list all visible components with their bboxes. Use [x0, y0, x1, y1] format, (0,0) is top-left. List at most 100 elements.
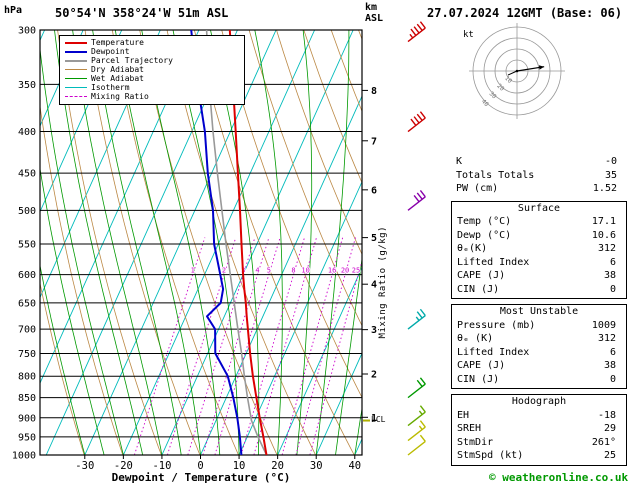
mixing-ratio-label: 5 [267, 267, 271, 275]
panel-row-label: SREH [457, 423, 482, 434]
panel-row-value: 1009 [591, 319, 616, 331]
legend-item: Temperature [62, 38, 240, 47]
panel-row-label: CIN (J) [457, 373, 500, 385]
panel-row: Lifted Index 6 [452, 256, 626, 270]
legend-swatch [65, 59, 87, 62]
wind-barb [407, 190, 426, 211]
lcl-label: LCL [371, 415, 386, 424]
panel-row-label: StmDir [457, 436, 494, 448]
panel-row: EH -18 [452, 409, 626, 423]
legend-label: Mixing Ratio [91, 92, 149, 101]
wind-barb [407, 21, 426, 43]
panel-row-value: 0 [609, 283, 616, 295]
mixing-ratio-labels: 1 2 3 4 5 8 10 16 20 25 [190, 266, 362, 276]
legend-swatch [65, 96, 87, 97]
mixing-ratio-label: 25 [352, 267, 360, 275]
panel-row-label: Lifted Index [457, 346, 530, 358]
panel-row-value: 25 [603, 450, 616, 461]
wind-barb [407, 434, 426, 456]
pressure-tick-label: 450 [18, 169, 36, 180]
pressure-tick-label: 550 [18, 239, 36, 250]
pressure-tick-label: 350 [18, 80, 36, 91]
temp-tick-label: 20 [271, 460, 284, 472]
legend-item: Wet Adiabat [62, 74, 240, 83]
mixing-ratio-label: 1 [191, 267, 195, 275]
temp-tick-label: -10 [152, 460, 171, 472]
legend-item: Mixing Ratio [62, 92, 240, 101]
panel-row: CIN (J) 0 [452, 373, 626, 387]
panel-row: Temp (°C) 17.1 [452, 215, 626, 229]
pressure-tick-label: 900 [18, 413, 36, 424]
panel-row: Lifted Index 6 [452, 346, 626, 360]
km-tick-label: 6 [371, 185, 377, 196]
pressure-tick-label: 850 [18, 393, 36, 404]
km-tick-label: 8 [371, 86, 377, 97]
wind-barb [407, 405, 426, 427]
legend-item: Isotherm [62, 83, 240, 92]
panel-row-label: θₑ(K) [457, 243, 488, 254]
panel-row-label: Temp (°C) [457, 216, 512, 227]
pressure-tick-label: 600 [18, 270, 36, 281]
panel-row-label: EH [457, 409, 470, 421]
station-title: 50°54'N 358°24'W 51m ASL [55, 6, 229, 20]
mixing-ratio-label: 8 [291, 267, 295, 275]
temperature-curve [228, 30, 268, 455]
datetime-label: 27.07.2024 12GMT (Base: 06) [427, 6, 623, 20]
panel-row-value: 38 [603, 360, 616, 371]
panel-row-value: 312 [597, 333, 616, 344]
hodograph-trace [507, 70, 518, 76]
mixing-ratio-label: 10 [301, 267, 309, 275]
pressure-tick-label: 300 [18, 26, 36, 37]
panel-row: CAPE (J) 38 [452, 359, 626, 373]
panel-row-value: 29 [603, 423, 616, 434]
wind-barb [407, 377, 426, 399]
panel-section-surface: Surface Temp (°C) 17.1 Dewp (°C) 10.6 θₑ(K) 31… [451, 200, 627, 299]
pressure-tick-label: 950 [18, 432, 36, 443]
panel-row-value: 0 [609, 373, 616, 385]
panel-section-title: Hodograph [511, 396, 567, 407]
panel-section-hodograph: Hodograph EH -18 SREH 29 StmDir 261° StmSpd (kt… [451, 394, 627, 466]
temp-tick-label: 40 [348, 460, 361, 472]
panel-row-value: 6 [609, 256, 616, 268]
legend-item: Dewpoint [62, 47, 240, 56]
altitude-axis-unit: km ASL [365, 2, 383, 24]
legend-item: Dry Adiabat [62, 65, 240, 74]
wind-barbs [407, 21, 426, 456]
legend-swatch [65, 69, 87, 70]
mixing-ratio-label: 16 [328, 267, 336, 275]
hodograph-ring-label: 20 [495, 83, 505, 93]
altitude-unit-asl: ASL [365, 13, 384, 24]
pressure-tick-label: 800 [18, 372, 36, 383]
panel-row-label: StmSpd (kt) [457, 450, 524, 461]
legend: Temperature Dewpoint Parcel Trajectory Dry … [59, 35, 245, 105]
pressure-tick-label: 700 [18, 325, 36, 336]
mixing-ratio-label: 20 [341, 267, 349, 275]
panel-section-most-unstable: Most Unstable Pressure (mb) 1009 θₑ (K) 312 L… [451, 304, 627, 389]
panel-row-label: Lifted Index [457, 256, 530, 268]
panel-section-title: Surface [517, 202, 561, 214]
pressure-tick-label: 500 [18, 206, 36, 217]
legend-label: Temperature [91, 38, 144, 47]
panel-row-label: Pressure (mb) [457, 319, 536, 331]
panel-row: StmDir 261° [452, 436, 626, 450]
panel-section-title: Most Unstable [499, 306, 579, 317]
panel-row-label: CAPE (J) [457, 270, 506, 281]
km-tick-label: 1 [371, 413, 377, 424]
legend-label: Wet Adiabat [91, 74, 144, 83]
pressure-tick-label: 400 [18, 127, 36, 138]
legend-swatch [65, 87, 87, 88]
pressure-tick-label: 750 [18, 349, 36, 360]
temp-tick-label: 30 [310, 460, 323, 472]
temp-tick-label: 0 [197, 460, 203, 472]
x-axis-label: Dewpoint / Temperature (°C) [111, 471, 291, 484]
pressure-axis-unit: hPa [4, 5, 23, 16]
km-tick-label: 2 [371, 369, 377, 380]
legend-label: Dewpoint [91, 47, 130, 56]
legend-label: Parcel Trajectory [91, 56, 173, 65]
pressure-tick-label: 1000 [12, 451, 36, 462]
dewpoint-curve [190, 30, 243, 455]
legend-swatch [65, 41, 87, 44]
panel-row-value: -18 [597, 409, 616, 421]
km-axis: 1 2 3 4 5 6 7 8 [362, 86, 377, 424]
